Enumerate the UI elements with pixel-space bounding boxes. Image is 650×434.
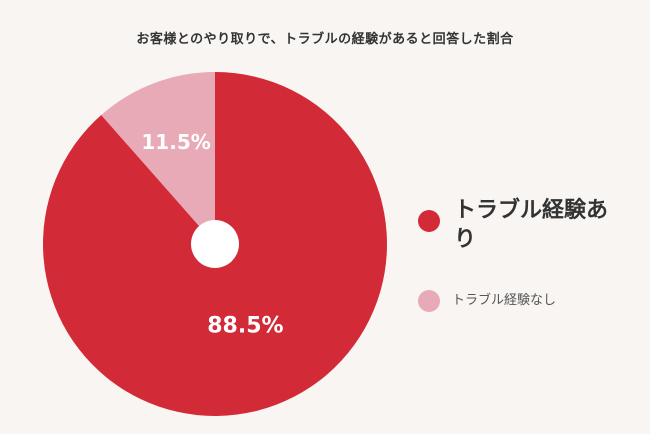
legend-item-trouble-yes[interactable]: トラブル経験あり [418, 196, 614, 254]
slice-label-trouble-yes: 88.5% [207, 313, 283, 338]
legend-swatch-trouble-no [418, 290, 440, 312]
pie-slice-trouble-no[interactable] [101, 72, 215, 244]
legend: トラブル経験あり トラブル経験なし [418, 196, 614, 312]
legend-swatch-trouble-yes [418, 210, 440, 232]
legend-item-trouble-no[interactable]: トラブル経験なし [418, 290, 614, 312]
legend-label-trouble-no: トラブル経験なし [452, 293, 557, 308]
slice-label-trouble-no: 11.5% [141, 130, 210, 154]
pie-center-hole [191, 220, 239, 268]
chart-title: お客様とのやり取りで、トラブルの経験があると回答した割合 [136, 32, 514, 47]
legend-label-trouble-yes: トラブル経験あり [454, 198, 609, 252]
